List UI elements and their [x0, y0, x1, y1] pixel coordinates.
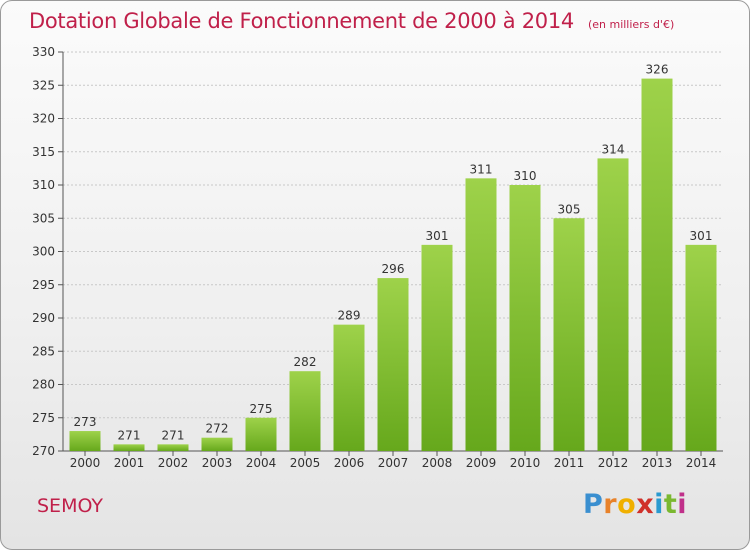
data-label: 310 [514, 169, 537, 183]
bar [553, 218, 585, 451]
data-label: 271 [118, 428, 141, 442]
x-tick-label: 2002 [158, 456, 189, 470]
chart-title: Dotation Globale de Fonctionnement de 20… [29, 9, 674, 33]
logo-letter: o [617, 489, 637, 520]
bar [509, 185, 541, 451]
logo-letter: i [654, 489, 664, 520]
bar [69, 431, 101, 451]
x-tick-label: 2009 [466, 456, 497, 470]
data-label: 289 [338, 309, 361, 323]
data-label: 273 [74, 415, 97, 429]
bar [333, 324, 365, 451]
y-tick-label: 280 [32, 378, 55, 392]
y-tick-label: 295 [32, 278, 55, 292]
x-tick-label: 2013 [642, 456, 673, 470]
data-label: 311 [470, 162, 493, 176]
x-tick-labels: 2000 2001 2002 2003 2004 2005 2006 2007 2008 2009… [70, 451, 717, 470]
bar [201, 437, 233, 451]
y-tick-label: 270 [32, 444, 55, 458]
logo-letter: r [603, 489, 618, 520]
bars [69, 78, 717, 451]
x-tick-label: 2006 [334, 456, 365, 470]
data-label: 296 [382, 262, 405, 276]
bar [289, 371, 321, 451]
logo-letter: i [677, 489, 688, 520]
x-tick-label: 2000 [70, 456, 101, 470]
bar [465, 178, 497, 451]
logo-letter: t [663, 489, 678, 520]
x-tick-label: 2005 [290, 456, 321, 470]
bar [641, 78, 673, 451]
x-tick-label: 2014 [686, 456, 717, 470]
x-tick-label: 2007 [378, 456, 409, 470]
logo-letter: P [583, 489, 604, 520]
bar [245, 417, 277, 451]
logo-letter: x [636, 489, 655, 520]
y-tick-label: 315 [32, 145, 55, 159]
commune-name: SEMOY [37, 495, 103, 517]
bar [113, 444, 145, 451]
x-tick-label: 2003 [202, 456, 233, 470]
bar [157, 444, 189, 451]
y-tick-labels: 270 275 280 285 290 295 300 305 310 315 320 325 330 [32, 45, 55, 458]
bar [685, 244, 717, 451]
y-tick-label: 275 [32, 411, 55, 425]
data-label: 305 [558, 202, 581, 216]
bar [597, 158, 629, 451]
unit-note: (en milliers d'€) [587, 18, 675, 31]
x-tick-label: 2001 [114, 456, 145, 470]
data-label: 282 [294, 355, 317, 369]
grid-lines [58, 51, 723, 452]
y-tick-label: 325 [32, 78, 55, 92]
y-tick-label: 300 [32, 245, 55, 259]
data-label: 314 [602, 142, 625, 156]
data-label: 301 [690, 229, 713, 243]
bar [377, 278, 409, 451]
chart-title-text: Dotation Globale de Fonctionnement de 20… [29, 9, 574, 33]
data-label: 272 [206, 422, 229, 436]
data-labels: 273 271 271 272 275 282 289 296 301 311 310 305 314 3… [74, 63, 713, 443]
data-label: 275 [250, 402, 273, 416]
x-tick-label: 2008 [422, 456, 453, 470]
y-tick-label: 305 [32, 211, 55, 225]
y-tick-label: 290 [32, 311, 55, 325]
data-label: 326 [646, 63, 669, 77]
y-tick-label: 330 [32, 45, 55, 59]
data-label: 271 [162, 428, 185, 442]
y-tick-label: 320 [32, 112, 55, 126]
x-tick-label: 2011 [554, 456, 585, 470]
proxiti-logo: Proxiti [583, 489, 687, 520]
x-tick-label: 2012 [598, 456, 629, 470]
data-label: 301 [426, 229, 449, 243]
y-tick-label: 285 [32, 344, 55, 358]
x-tick-label: 2004 [246, 456, 277, 470]
x-tick-label: 2010 [510, 456, 541, 470]
bar [421, 244, 453, 451]
y-tick-label: 310 [32, 178, 55, 192]
